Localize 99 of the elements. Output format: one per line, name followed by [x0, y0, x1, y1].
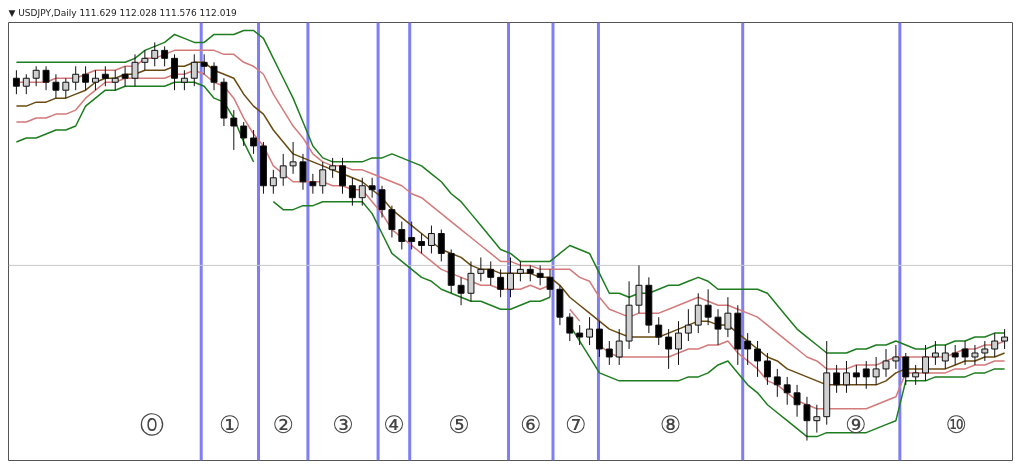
candlestick	[161, 45, 169, 67]
candlestick	[408, 221, 416, 250]
candlestick	[546, 268, 554, 298]
candlestick	[941, 344, 949, 370]
candlestick	[171, 53, 178, 91]
candlestick	[180, 69, 188, 91]
candlestick	[566, 312, 574, 342]
candlestick	[744, 332, 752, 366]
candlestick	[210, 61, 218, 91]
candlestick	[240, 121, 248, 147]
candlestick	[487, 260, 495, 286]
annotation: ⑧	[659, 410, 682, 439]
candlestick	[694, 292, 702, 334]
candlestick	[42, 65, 50, 91]
candlestick	[309, 173, 317, 195]
candlestick	[12, 69, 20, 95]
candlestick	[437, 229, 445, 262]
candlestick	[803, 396, 811, 442]
candlestick	[358, 177, 366, 207]
candlestick	[665, 328, 673, 370]
annotation: ④	[383, 410, 405, 439]
candlestick	[141, 49, 149, 71]
candlestick	[111, 69, 119, 91]
candlestick	[773, 368, 781, 398]
candlestick	[348, 177, 356, 207]
annotation: ⑩	[945, 410, 967, 439]
candlestick	[615, 328, 623, 366]
candlestick	[843, 360, 850, 394]
annotation: ③	[332, 410, 354, 439]
candlestick	[576, 324, 584, 346]
candlestick	[951, 344, 959, 366]
candlestick	[230, 109, 238, 151]
candlestick	[605, 340, 613, 366]
candlestick	[813, 404, 821, 434]
candlestick	[595, 320, 603, 358]
candlestick	[586, 316, 594, 346]
candlestick	[22, 73, 30, 95]
candlestick	[398, 221, 406, 250]
candlestick	[793, 384, 801, 418]
candlestick	[269, 169, 277, 195]
candlestick	[704, 288, 712, 326]
candlestick	[82, 65, 90, 91]
candlestick	[655, 316, 663, 346]
candlestick	[72, 65, 80, 91]
candlestick	[457, 276, 465, 306]
candlestick	[675, 320, 682, 366]
candlestick	[368, 177, 376, 199]
candlestick	[378, 185, 386, 219]
candlestick	[971, 344, 979, 366]
candlestick	[783, 376, 791, 406]
candlestick	[418, 233, 426, 254]
candlestick	[388, 205, 396, 239]
candlestick	[892, 344, 900, 370]
candlestick	[200, 53, 208, 75]
candlestick	[922, 344, 929, 382]
candlestick	[862, 360, 870, 390]
candlestick	[961, 340, 969, 366]
candlestick	[121, 65, 129, 87]
candlestick	[981, 340, 989, 362]
candlestick	[882, 348, 890, 378]
candlestick	[52, 73, 60, 99]
candlestick	[931, 340, 939, 366]
candlestick	[250, 129, 258, 155]
candlestick	[902, 352, 910, 386]
candlestick	[427, 225, 435, 254]
candlestick	[92, 69, 99, 91]
annotation: ⑥	[520, 410, 542, 439]
annotation: ⓪	[139, 410, 164, 439]
annotation: ⑦	[564, 410, 587, 439]
candlestick	[754, 340, 762, 378]
candlestick	[763, 352, 771, 386]
candlestick	[1001, 328, 1009, 350]
candlestick	[32, 65, 40, 87]
candlestick	[151, 41, 159, 67]
candlestick	[279, 153, 287, 187]
candlestick	[684, 308, 692, 342]
candlestick	[852, 364, 860, 386]
candlestick	[724, 296, 732, 338]
candlestick	[289, 141, 297, 175]
annotation: ⑤	[448, 410, 470, 439]
candlestick	[714, 308, 722, 346]
annotation: ①	[219, 410, 241, 439]
candlestick	[319, 161, 327, 195]
candlestick	[329, 157, 337, 179]
candlestick	[536, 264, 544, 286]
candlestick	[991, 332, 999, 358]
candlestick	[131, 53, 139, 87]
annotation: ②	[272, 410, 294, 439]
candlestick	[190, 53, 198, 87]
annotation: ⑨	[845, 410, 867, 439]
candlestick	[62, 77, 70, 99]
candlestick	[912, 364, 920, 386]
candlestick	[299, 153, 307, 191]
candlestick	[833, 364, 841, 394]
candlestick	[872, 356, 880, 386]
candlestick	[497, 268, 505, 298]
chart-title: ▼ USDJPY,Daily 111.629 112.028 111.576 112.019	[8, 7, 238, 18]
candlestick	[339, 157, 346, 195]
candlestick	[101, 65, 109, 87]
